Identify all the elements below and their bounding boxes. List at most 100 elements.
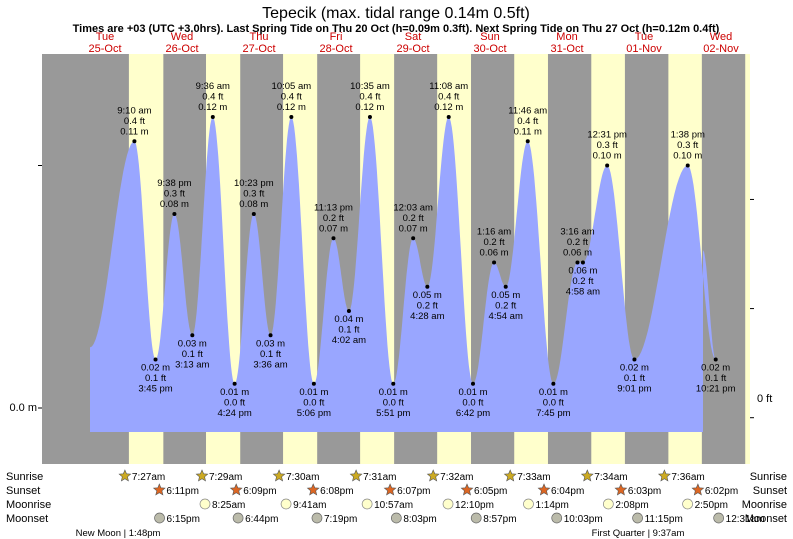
- tide-point-label: 0.03 m: [256, 338, 285, 349]
- tide-point-label: 0.4 ft: [359, 92, 380, 103]
- tide-point-label: 9:10 am: [117, 105, 151, 116]
- tide-point-label: 0.05 m: [413, 290, 442, 301]
- tide-point-marker: [251, 212, 256, 216]
- tide-point-marker: [391, 381, 396, 386]
- tide-point: 10:05 am0.4 ft0.12 m: [272, 81, 311, 119]
- row-label-sunrise-right: Sunrise: [750, 471, 787, 483]
- tide-point-label: 6:42 pm: [456, 408, 490, 419]
- tide-point-label: 0.3 ft: [597, 140, 618, 151]
- tide-point-marker: [605, 163, 610, 168]
- tide-point-marker: [575, 260, 580, 265]
- moonset-time: 7:19pm: [324, 514, 357, 525]
- tide-point-label: 0.2 ft: [484, 237, 505, 248]
- tide-point-label: 10:35 am: [350, 81, 390, 92]
- moonset-icon: [713, 512, 725, 524]
- moonrise-time: 2:50pm: [695, 500, 728, 511]
- tide-point-label: 0.02 m: [141, 363, 170, 374]
- tide-point-label: 3:16 am: [560, 227, 594, 238]
- sunset-icon: [152, 483, 166, 496]
- daylight-band: [745, 54, 750, 464]
- tide-point-marker: [232, 381, 237, 386]
- moonset-icon: [154, 512, 165, 524]
- tide-point-marker: [411, 236, 416, 241]
- sunset-icon: [460, 483, 474, 496]
- day-header-date: 27-Oct: [242, 43, 275, 55]
- moonrise-icon: [602, 498, 614, 510]
- tide-point-label: 0.1 ft: [338, 325, 359, 336]
- row-label-moonrise-left: Moonrise: [6, 499, 51, 511]
- day-header-date: 31-Oct: [550, 43, 583, 55]
- sunrise-icon: [118, 469, 132, 482]
- sunrise-icon: [272, 469, 286, 482]
- moonset-time: 10:03pm: [564, 514, 603, 525]
- sunrise-icon: [657, 469, 671, 482]
- tide-point-label: 4:54 am: [489, 311, 523, 322]
- moonrise-icon: [682, 498, 693, 510]
- row-label-sunset-right: Sunset: [753, 485, 787, 497]
- tide-point-marker: [311, 381, 316, 386]
- tide-point-label: 11:46 am: [508, 105, 547, 116]
- moonset-time: 8:03pm: [403, 514, 436, 525]
- tide-point-label: 0.1 ft: [705, 373, 726, 384]
- tide-point-label: 0.01 m: [539, 387, 568, 398]
- tide-point-label: 4:58 am: [566, 287, 600, 298]
- tide-point-marker: [210, 115, 215, 119]
- sunrise-icon: [426, 469, 440, 482]
- day-header-date: 29-Oct: [396, 43, 429, 55]
- tide-point-label: 0.4 ft: [281, 92, 302, 103]
- tide-point-marker: [268, 333, 273, 338]
- sunset-time: 6:11pm: [166, 486, 199, 497]
- day-header-date: 30-Oct: [473, 43, 506, 55]
- sunrise-time: 7:31am: [363, 472, 396, 483]
- tide-point: 0.03 m0.1 ft3:13 am: [175, 333, 210, 370]
- tide-point-marker: [153, 357, 158, 362]
- tide-point-label: 0.2 ft: [403, 213, 424, 224]
- tide-point: 11:13 pm0.2 ft0.07 m: [314, 202, 353, 241]
- sunset-time: 6:03pm: [628, 486, 661, 497]
- tide-point: 0.05 m0.2 ft4:54 am: [489, 284, 523, 322]
- tide-point: 9:10 am0.4 ft0.11 m: [117, 105, 152, 144]
- row-label-moonset-right: Moonset: [745, 513, 787, 525]
- sunrise-time: 7:32am: [440, 472, 473, 483]
- tide-point-marker: [331, 236, 336, 241]
- day-header-weekday: Sun: [480, 31, 500, 43]
- tide-point-label: 0.1 ft: [145, 373, 166, 384]
- tide-point: 0.01 m0.0 ft5:06 pm: [297, 381, 331, 419]
- tide-point-label: 0.12 m: [277, 102, 306, 113]
- sunset-icon: [306, 483, 320, 496]
- tide-point: 1:16 am0.2 ft0.06 m: [477, 227, 511, 265]
- moonrise-time: 9:41am: [293, 500, 326, 511]
- tide-point-label: 12:03 am: [393, 202, 433, 213]
- moonset-icon: [551, 512, 563, 524]
- tide-point: 3:16 am0.2 ft0.06 m: [560, 227, 595, 265]
- moonrise-time: 2:08pm: [615, 500, 648, 511]
- tide-point-label: 0.06 m: [563, 248, 592, 259]
- tide-point: 9:36 am0.4 ft0.12 m: [196, 81, 230, 119]
- tide-point-label: 0.03 m: [178, 338, 207, 349]
- tide-point-marker: [685, 163, 690, 168]
- tide-point: 0.06 m0.2 ft4:58 am: [566, 260, 600, 298]
- day-header-weekday: Wed: [710, 31, 732, 43]
- tide-point-label: 0.08 m: [160, 199, 189, 210]
- moonrise-icon: [199, 498, 211, 510]
- tide-point-label: 1:16 am: [477, 227, 511, 238]
- tide-point: 10:35 am0.4 ft0.12 m: [350, 81, 390, 119]
- tide-point-label: 9:36 am: [196, 81, 230, 92]
- tide-point: 0.02 m0.1 ft9:01 pm: [617, 357, 652, 395]
- tide-point: 12:31 pm0.3 ft0.10 m: [587, 130, 627, 168]
- tide-labels: 9:10 am0.4 ft0.11 m0.02 m0.1 ft3:45 pm9:…: [117, 81, 735, 419]
- tide-point-marker: [289, 115, 294, 119]
- tide-point-label: 0.1 ft: [260, 349, 281, 360]
- tide-point-label: 4:02 am: [332, 335, 366, 346]
- moonset-time: 8:57pm: [483, 514, 516, 525]
- sunset-time: 6:08pm: [320, 486, 353, 497]
- moonrise-time: 8:25am: [212, 500, 245, 511]
- tide-point-label: 0.11 m: [514, 126, 542, 137]
- tide-point-label: 0.12 m: [198, 102, 227, 113]
- chart-subtitle: Times are +03 (UTC +3.0hrs). Last Spring…: [73, 23, 720, 35]
- sunset-time: 6:02pm: [705, 486, 738, 497]
- sunrise-icon: [580, 469, 594, 482]
